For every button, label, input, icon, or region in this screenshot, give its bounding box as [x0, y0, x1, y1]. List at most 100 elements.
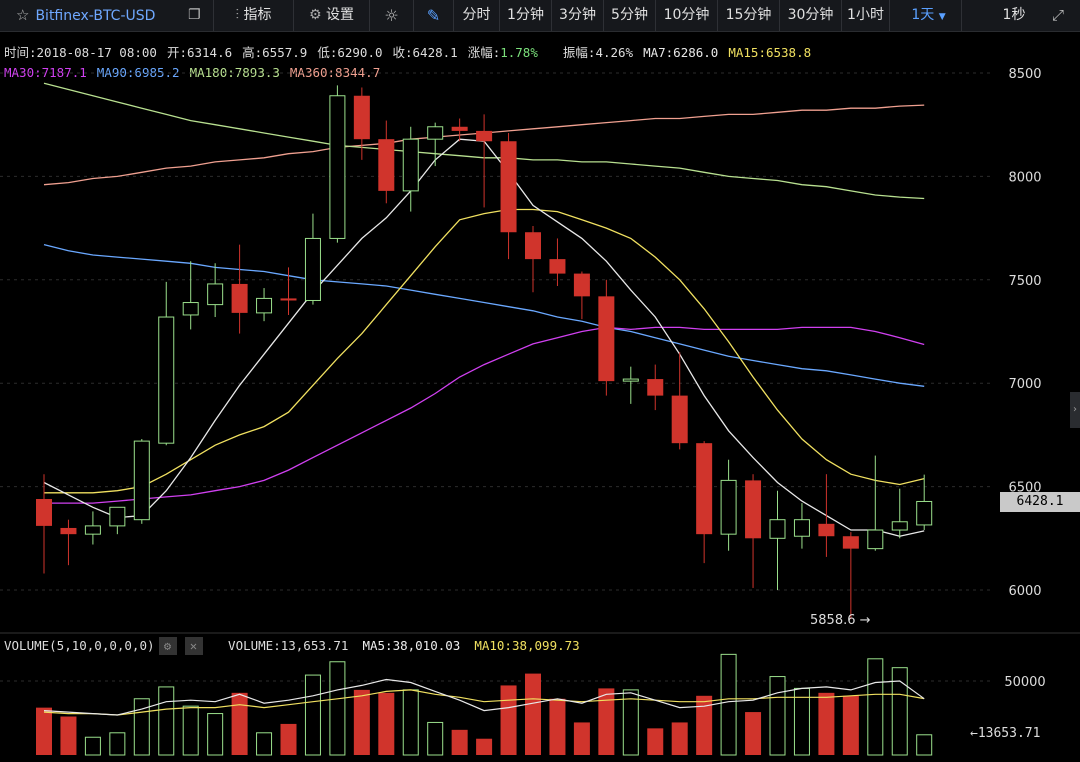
vol_ma5-line: [43, 678, 925, 716]
candle-body: [769, 519, 786, 539]
info-low: 低:6290.0: [317, 45, 383, 60]
candle-body: [36, 499, 52, 526]
ma360-line: [43, 104, 925, 186]
candle-body: [647, 379, 664, 396]
candle-body: [671, 395, 688, 444]
fullscreen-icon: ⤢: [1051, 6, 1064, 24]
pencil-icon: ✎: [426, 6, 441, 25]
volume-bar: [573, 722, 590, 755]
volume-bar: [36, 707, 52, 755]
candle-body: [402, 138, 419, 192]
candle-body: [353, 95, 370, 140]
ma-info: MA30:7187.1 MA90:6985.2 MA180:7893.3 MA360:…: [4, 65, 390, 80]
info-change: 涨幅:1.78%: [468, 45, 548, 60]
sun-icon: ☼: [384, 6, 399, 25]
candle-body: [109, 506, 126, 527]
volume-info: VOLUME(5,10,0,0,0,0) ⚙ ✕ VOLUME:13,653.71 M…: [4, 637, 588, 655]
theme-toggle[interactable]: ☼: [370, 0, 414, 31]
close-icon[interactable]: ✕: [184, 637, 203, 655]
volume-bar: [696, 695, 713, 755]
interval-tab[interactable]: 30分钟: [780, 0, 842, 31]
info-amplitude: 振幅:4.26%: [562, 45, 634, 60]
candle-body: [207, 283, 224, 306]
settings-button[interactable]: ⚙ 设置: [294, 0, 370, 31]
candle-body: [304, 237, 321, 301]
candle-body: [133, 440, 150, 521]
candle-body: [500, 141, 517, 233]
interval-tab[interactable]: 1小时: [842, 0, 890, 31]
chevron-down-icon: ▼: [938, 12, 946, 22]
volume-tick-label: 50000: [1004, 675, 1045, 690]
candle-body: [158, 316, 175, 444]
volume-value: VOLUME:13,653.71: [228, 637, 349, 653]
info-change-value: 1.78%: [500, 45, 538, 60]
candle-body: [60, 527, 77, 535]
volume-bar: [818, 692, 835, 755]
draw-tool-button[interactable]: ✎: [414, 0, 454, 31]
volume-bar: [427, 721, 444, 756]
volume-bar: [109, 732, 126, 756]
right-panel-toggle[interactable]: ›: [1070, 392, 1080, 428]
interval-tab[interactable]: 10分钟: [656, 0, 718, 31]
y-tick-label: 7000: [1008, 377, 1041, 392]
copy-icon[interactable]: ❐: [188, 7, 201, 23]
volume-bar: [133, 698, 150, 756]
volume-bar: [867, 658, 884, 756]
volume-bar: [158, 686, 175, 756]
interval-tab[interactable]: 分时: [454, 0, 500, 31]
candle-body: [84, 525, 101, 535]
star-icon[interactable]: ☆: [16, 6, 30, 24]
interval-tab[interactable]: 1分钟: [500, 0, 552, 31]
volume-bar: [525, 673, 541, 755]
selected-interval-label: 1天: [911, 7, 935, 23]
volume-bar: [476, 738, 493, 755]
candle-body: [793, 519, 810, 537]
ma15-line: [44, 208, 925, 494]
info-ma15: MA15:6538.8: [728, 45, 812, 60]
interval-tab[interactable]: 3分钟: [552, 0, 604, 31]
volume-bar: [891, 667, 908, 756]
candle-body: [916, 500, 933, 526]
volume-bar: [671, 722, 688, 755]
interval-tab[interactable]: 15分钟: [718, 0, 780, 31]
candle-body: [451, 126, 468, 131]
settings-label: 设置: [326, 7, 354, 23]
volume-bar: [769, 676, 786, 756]
volume-bar: [231, 692, 248, 755]
refresh-label: 1秒: [1002, 7, 1026, 23]
volume-bar: [378, 692, 395, 755]
interval-selected[interactable]: 1天 ▼: [896, 0, 962, 31]
volume-bar: [353, 689, 370, 755]
interval-tab[interactable]: 5分钟: [604, 0, 656, 31]
y-tick-label: 6000: [1008, 584, 1041, 599]
info-close: 收:6428.1: [392, 45, 458, 60]
symbol-selector[interactable]: ☆ Bitfinex-BTC-USD ❐: [0, 0, 214, 31]
refresh-rate[interactable]: 1秒: [992, 0, 1036, 31]
y-tick-label: 8500: [1008, 67, 1041, 82]
volume-marker: ←13653.71: [970, 726, 1041, 741]
info-ma90: MA90:6985.2: [96, 65, 180, 80]
candle-body: [573, 273, 590, 297]
ma30-line: [44, 326, 925, 504]
gear-icon: ⚙: [308, 7, 322, 23]
candle-body: [525, 232, 541, 260]
info-high: 高:6557.9: [242, 45, 308, 60]
volume-ma5: MA5:38,010.03: [362, 637, 461, 653]
info-ma360: MA360:8344.7: [289, 65, 381, 80]
candle-body: [476, 130, 493, 142]
indicators-button[interactable]: ⫶ 指标: [214, 0, 294, 31]
candle-body: [622, 378, 639, 382]
volume-bar: [256, 732, 273, 756]
info-ma180: MA180:7893.3: [189, 65, 280, 80]
volume-bar: [500, 685, 517, 755]
y-tick-label: 8000: [1008, 170, 1041, 185]
candle-body: [745, 480, 762, 539]
candle-body: [549, 259, 566, 274]
ma90-line: [43, 243, 925, 387]
volume-bar: [549, 698, 566, 755]
vol_ma10-line: [43, 689, 925, 716]
toolbar: ☆ Bitfinex-BTC-USD ❐ ⫶ 指标 ⚙ 设置 ☼ ✎ 分时 1分钟 3…: [0, 0, 1080, 32]
gear-icon[interactable]: ⚙: [158, 637, 177, 655]
fullscreen-button[interactable]: ⤢: [1036, 0, 1080, 31]
candle-body: [696, 443, 713, 535]
